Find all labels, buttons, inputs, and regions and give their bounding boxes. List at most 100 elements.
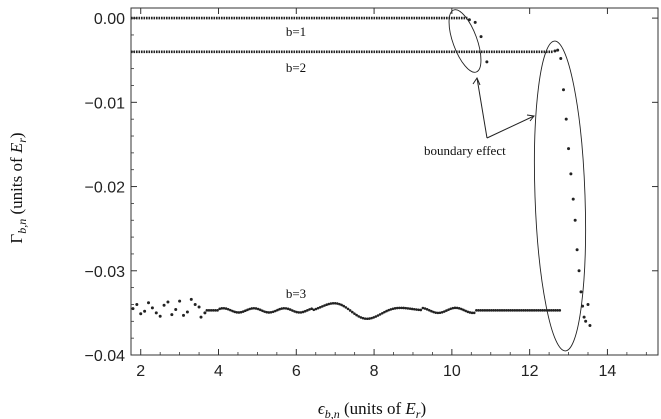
b3-point [556, 309, 559, 312]
b3-point [507, 309, 510, 312]
x-tick-label: 4 [214, 363, 223, 380]
b1-point [473, 20, 477, 24]
boundary-ellipse-small [448, 9, 482, 73]
b3-point [333, 301, 337, 305]
b3-point [182, 313, 186, 317]
b3-point [457, 307, 461, 310]
b3-point [154, 311, 158, 315]
b3-point [338, 302, 341, 306]
b3-point [370, 316, 373, 320]
b3-point [158, 314, 162, 318]
b3-point [442, 310, 446, 313]
b3-point [331, 301, 335, 305]
b3-point [231, 309, 234, 313]
b2-point [553, 49, 557, 53]
b3-point [185, 310, 189, 314]
b3-point [415, 308, 418, 311]
b3-point [492, 309, 495, 312]
b3-point [189, 297, 193, 301]
b3-point [211, 309, 215, 312]
b3-point [408, 307, 412, 310]
b3-point [329, 302, 333, 305]
b3-point [252, 306, 256, 310]
b3-point [445, 309, 448, 312]
b3-point [526, 309, 530, 312]
b3-point [389, 308, 393, 311]
b3-point [432, 310, 435, 314]
b3-point [205, 309, 209, 312]
b3-point [481, 309, 485, 312]
y-axis-label: Γb,n (units of Er) [7, 132, 29, 243]
b3-point [413, 307, 416, 311]
plot-area-border [130, 7, 659, 356]
b3-point [361, 316, 365, 320]
b3-point [447, 308, 450, 311]
b3-point [383, 310, 386, 314]
y-tick-label: −0.02 [85, 180, 126, 197]
b3-point [222, 306, 226, 310]
plot-frame [130, 7, 659, 356]
b3-point [351, 310, 354, 314]
b3-point [455, 306, 459, 310]
b3-point [301, 310, 305, 314]
b2-point [556, 48, 560, 52]
b3-point [464, 309, 467, 313]
series-label-b2: b=2 [286, 60, 306, 75]
b3-point [273, 309, 277, 313]
b3-point [244, 309, 247, 313]
b3-point [239, 310, 243, 314]
b3-point [400, 306, 403, 310]
boundary-effect-label: boundary effect [424, 143, 506, 158]
series-b2 [131, 48, 592, 328]
b3-point [291, 309, 294, 312]
b3-point [353, 312, 356, 315]
b3-point [284, 307, 288, 310]
b3-point [303, 309, 307, 313]
b3-point [515, 309, 519, 312]
b3-point [449, 307, 453, 311]
b3-point [318, 305, 322, 309]
b3-point [246, 308, 249, 312]
b3-point [470, 311, 474, 315]
b3-point [276, 308, 279, 312]
b3-point [248, 307, 251, 311]
b3-point [522, 309, 525, 312]
b3-point [261, 309, 264, 313]
b3-point [357, 315, 361, 318]
b3-point [558, 309, 562, 312]
b3-point [271, 310, 275, 314]
b3-point [323, 304, 326, 307]
b3-point [226, 307, 230, 311]
b3-point [237, 311, 241, 314]
b3-point [147, 301, 151, 305]
b3-point [496, 309, 500, 312]
b3-point [254, 307, 258, 310]
b3-point [278, 307, 281, 311]
x-tick-label: 6 [292, 363, 301, 380]
b3-point [250, 307, 254, 310]
series-b1 [131, 16, 489, 64]
b3-point [395, 306, 399, 310]
b3-point [410, 307, 414, 311]
b3-point [297, 311, 301, 314]
b3-point [346, 307, 350, 311]
b3-point [475, 309, 478, 312]
series-label-b1: b=1 [286, 24, 306, 39]
b3-point [293, 310, 296, 313]
b3-point [372, 316, 375, 319]
b3-point [162, 303, 166, 307]
b3-point [517, 309, 521, 312]
b3-point [511, 309, 515, 312]
b3-point [235, 311, 239, 314]
b2-point [588, 324, 592, 328]
b3-point [530, 309, 534, 312]
b3-point [524, 309, 527, 312]
b3-point [494, 309, 497, 312]
b3-point [490, 309, 493, 312]
b3-point [436, 311, 440, 315]
y-tick-label: −0.01 [85, 95, 126, 112]
b3-point [549, 309, 553, 312]
b3-point [391, 307, 395, 311]
b3-point [325, 303, 328, 307]
b3-point [348, 309, 352, 312]
